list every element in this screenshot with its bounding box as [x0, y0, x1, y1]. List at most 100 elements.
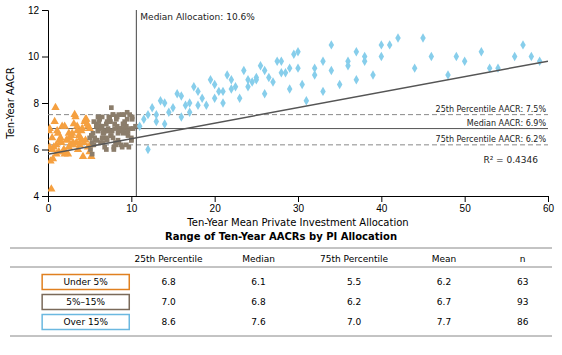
point	[462, 56, 467, 65]
point	[412, 63, 417, 72]
point	[183, 101, 188, 110]
point	[89, 133, 94, 138]
point	[112, 122, 117, 127]
y-tick-label: 8	[33, 98, 39, 109]
x-tick: 60	[543, 196, 555, 214]
y-tick-label: 4	[33, 191, 39, 202]
point	[270, 77, 275, 86]
reference-label: Median AACR: 6.9%	[467, 119, 547, 128]
x-tick-label: 30	[293, 203, 305, 214]
table-cell: 6.2	[347, 297, 361, 307]
point	[71, 112, 79, 119]
point	[111, 112, 116, 117]
x-tick-label: 40	[376, 203, 388, 214]
table-cell: 93	[517, 297, 528, 307]
point	[304, 96, 309, 105]
table-header: Mean	[432, 254, 457, 264]
point	[345, 56, 350, 65]
row-swatch	[42, 315, 129, 330]
marks	[48, 10, 548, 196]
point	[220, 98, 225, 107]
point	[512, 52, 517, 61]
x-tick-label: 60	[543, 203, 555, 214]
point	[287, 63, 292, 72]
median-label: Median Allocation: 10.6%	[140, 12, 255, 22]
table-cell: 6.1	[251, 277, 265, 287]
point	[131, 126, 136, 131]
point	[362, 52, 367, 61]
y-tick-mark	[42, 57, 48, 58]
point	[520, 40, 525, 49]
point	[420, 33, 425, 42]
table-cell: 7.0	[347, 317, 362, 327]
point	[73, 126, 81, 133]
point	[101, 131, 106, 136]
point	[170, 103, 175, 112]
point	[91, 119, 96, 124]
y-tick: 8	[33, 98, 48, 109]
median-line	[136, 10, 137, 196]
point	[387, 40, 392, 49]
point	[329, 40, 334, 49]
point	[149, 103, 154, 112]
y-tick-label: 6	[33, 144, 39, 155]
table-rule	[10, 248, 552, 249]
point	[126, 145, 131, 150]
point	[354, 75, 359, 84]
point	[50, 142, 58, 149]
x-tick-mark	[131, 196, 132, 202]
point	[370, 70, 375, 79]
x-tick-mark	[215, 196, 216, 202]
point	[109, 105, 114, 110]
point	[96, 115, 101, 120]
point	[109, 133, 114, 138]
table: Range of Ten-Year AACRs by PI Allocation…	[10, 231, 552, 336]
table-cell: 5.5	[347, 277, 361, 287]
point	[379, 40, 384, 49]
chart: 01020304050604681012Ten-Year Mean Privat…	[0, 0, 562, 355]
point	[212, 80, 217, 89]
point	[283, 68, 288, 77]
table-cell: 7.0	[161, 297, 176, 307]
y-axis-line	[42, 11, 49, 197]
point	[320, 56, 325, 65]
point	[158, 96, 163, 105]
point	[121, 122, 126, 127]
table-header: 75th Percentile	[320, 254, 388, 264]
point	[77, 135, 85, 142]
point	[121, 112, 126, 117]
point	[187, 98, 192, 107]
point	[48, 133, 56, 140]
point	[220, 87, 225, 96]
point	[110, 129, 115, 134]
point	[312, 63, 317, 72]
point	[320, 87, 325, 96]
point	[299, 80, 304, 89]
y-tick-label: 10	[28, 51, 40, 62]
point	[51, 103, 59, 110]
point	[233, 82, 238, 91]
row-swatch	[42, 275, 129, 290]
x-tick: 10	[126, 196, 138, 214]
point	[48, 184, 55, 191]
point	[65, 128, 73, 135]
point	[102, 145, 107, 150]
point	[154, 110, 159, 119]
y-tick: 10	[28, 51, 48, 62]
point	[262, 89, 267, 98]
point	[90, 140, 95, 145]
point	[111, 147, 116, 152]
point	[162, 119, 167, 128]
point	[162, 98, 167, 107]
table-cell: 6.8	[251, 297, 266, 307]
point	[287, 84, 292, 93]
y-axis-title: Ten-Year AACR	[5, 67, 16, 139]
point	[208, 75, 213, 84]
point	[395, 33, 400, 42]
table-cell: 6.8	[161, 277, 176, 287]
row-label: Over 15%	[63, 317, 108, 327]
table-cell: 6.7	[437, 297, 451, 307]
point	[137, 122, 142, 131]
row-swatch	[42, 295, 129, 310]
table-cell: 63	[517, 277, 528, 287]
